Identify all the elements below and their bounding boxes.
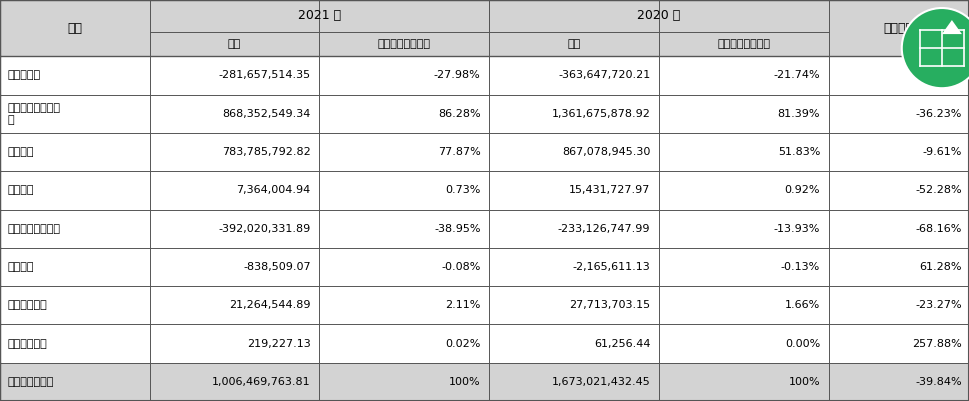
Text: 100%: 100% <box>789 377 820 387</box>
Bar <box>320 32 489 56</box>
Text: -39.84%: -39.84% <box>916 377 962 387</box>
Bar <box>0 56 969 95</box>
Text: 其他收益: 其他收益 <box>8 185 34 195</box>
Text: -838,509.07: -838,509.07 <box>243 262 311 272</box>
Text: 0.73%: 0.73% <box>445 185 481 195</box>
Text: 2020 年: 2020 年 <box>638 9 680 22</box>
Text: 金额: 金额 <box>228 39 241 49</box>
Bar <box>149 0 489 32</box>
Text: -68.16%: -68.16% <box>916 224 962 234</box>
Text: -21.74%: -21.74% <box>773 71 820 81</box>
Bar <box>149 32 320 56</box>
Circle shape <box>902 8 969 88</box>
Bar <box>489 32 659 56</box>
Text: -0.08%: -0.08% <box>441 262 481 272</box>
Bar <box>0 95 969 133</box>
Text: 783,785,792.82: 783,785,792.82 <box>222 147 311 157</box>
Text: 0.92%: 0.92% <box>785 185 820 195</box>
Text: 1.66%: 1.66% <box>785 300 820 310</box>
Text: 其他业务收入: 其他业务收入 <box>8 300 47 310</box>
Text: 257.88%: 257.88% <box>912 338 962 348</box>
Text: 1,673,021,432.45: 1,673,021,432.45 <box>551 377 650 387</box>
Text: 投资收益: 投资收益 <box>8 147 34 157</box>
Text: 0.00%: 0.00% <box>785 338 820 348</box>
Bar <box>0 133 969 171</box>
Text: -363,647,720.21: -363,647,720.21 <box>558 71 650 81</box>
Bar <box>659 32 828 56</box>
Text: 公允价值变动收益: 公允价值变动收益 <box>8 224 60 234</box>
Text: 利息净收入: 利息净收入 <box>8 71 41 81</box>
Bar <box>0 0 149 56</box>
Text: 0.02%: 0.02% <box>445 338 481 348</box>
Bar <box>0 209 969 248</box>
Bar <box>828 0 969 56</box>
Text: 77.87%: 77.87% <box>438 147 481 157</box>
Text: 项目: 项目 <box>67 22 82 34</box>
Text: 资产处置收益: 资产处置收益 <box>8 338 47 348</box>
Text: -38.95%: -38.95% <box>434 224 481 234</box>
Text: -2,165,611.13: -2,165,611.13 <box>573 262 650 272</box>
Text: 15,431,727.97: 15,431,727.97 <box>569 185 650 195</box>
Text: -23.27%: -23.27% <box>916 300 962 310</box>
Bar <box>489 0 828 32</box>
Text: 占营业总收入比重: 占营业总收入比重 <box>378 39 430 49</box>
Text: 22.55%: 22.55% <box>920 71 962 81</box>
Text: 219,227.13: 219,227.13 <box>247 338 311 348</box>
Text: 7,364,004.94: 7,364,004.94 <box>236 185 311 195</box>
Text: 2021 年: 2021 年 <box>297 9 341 22</box>
Bar <box>0 248 969 286</box>
Text: 27,713,703.15: 27,713,703.15 <box>569 300 650 310</box>
Text: 手续费及佣金净收
入: 手续费及佣金净收 入 <box>8 103 60 125</box>
Text: -36.23%: -36.23% <box>916 109 962 119</box>
Text: -392,020,331.89: -392,020,331.89 <box>219 224 311 234</box>
Text: 金额: 金额 <box>567 39 580 49</box>
Text: 2.11%: 2.11% <box>445 300 481 310</box>
Bar <box>0 363 969 401</box>
Text: -0.13%: -0.13% <box>781 262 820 272</box>
Text: 867,078,945.30: 867,078,945.30 <box>562 147 650 157</box>
Bar <box>0 286 969 324</box>
Text: 81.39%: 81.39% <box>777 109 820 119</box>
Text: 100%: 100% <box>449 377 481 387</box>
Text: 1,006,469,763.81: 1,006,469,763.81 <box>212 377 311 387</box>
Text: 营业总收入合计: 营业总收入合计 <box>8 377 54 387</box>
Text: 汇兑收益: 汇兑收益 <box>8 262 34 272</box>
Text: 61,256.44: 61,256.44 <box>594 338 650 348</box>
Text: -13.93%: -13.93% <box>773 224 820 234</box>
Text: 86.28%: 86.28% <box>438 109 481 119</box>
Text: 占营业总收入比重: 占营业总收入比重 <box>717 39 770 49</box>
Bar <box>0 171 969 209</box>
Text: 同比增减: 同比增减 <box>884 22 914 34</box>
Text: -27.98%: -27.98% <box>434 71 481 81</box>
Text: 868,352,549.34: 868,352,549.34 <box>223 109 311 119</box>
Text: -52.28%: -52.28% <box>916 185 962 195</box>
Text: 21,264,544.89: 21,264,544.89 <box>230 300 311 310</box>
Bar <box>0 324 969 363</box>
Text: -233,126,747.99: -233,126,747.99 <box>558 224 650 234</box>
Text: 1,361,675,878.92: 1,361,675,878.92 <box>551 109 650 119</box>
Polygon shape <box>942 20 962 34</box>
Text: -9.61%: -9.61% <box>922 147 962 157</box>
Text: 61.28%: 61.28% <box>920 262 962 272</box>
Text: 51.83%: 51.83% <box>778 147 820 157</box>
Text: -281,657,514.35: -281,657,514.35 <box>219 71 311 81</box>
